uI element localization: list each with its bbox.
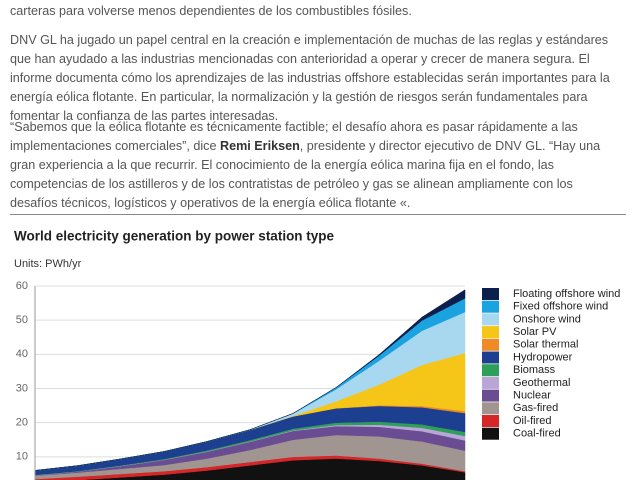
legend-label: Gas-fired	[513, 402, 558, 414]
legend-label: Biomass	[513, 364, 556, 376]
legend-label: Fixed offshore wind	[513, 301, 608, 313]
legend-swatch	[482, 288, 499, 300]
bold-name: Remi Eriksen	[219, 139, 300, 153]
legend-label: Coal-fired	[513, 428, 561, 440]
divider	[10, 214, 626, 215]
legend-label: Solar thermal	[513, 339, 578, 351]
legend-swatch	[482, 313, 499, 326]
legend-label: Onshore wind	[513, 313, 581, 325]
y-tick-label: 50	[16, 314, 28, 326]
legend-label: Oil-fired	[513, 415, 552, 427]
legend-swatch	[482, 326, 499, 339]
legend-swatch	[482, 338, 499, 351]
y-tick-label: 30	[16, 382, 28, 394]
y-tick-label: 60	[16, 280, 28, 292]
chart: World electricity generation by power st…	[14, 229, 620, 480]
legend-swatch	[482, 351, 499, 364]
paragraph: carteras para volverse menos dependiente…	[10, 4, 412, 18]
legend-swatch	[482, 300, 499, 313]
legend-label: Nuclear	[513, 390, 551, 402]
y-tick-label: 20	[16, 417, 28, 429]
paragraph: DNV GL ha jugado un papel central en la …	[10, 33, 610, 123]
text: “Sabemos que la eólica flotante es técni…	[10, 120, 578, 153]
paragraph: “Sabemos que la eólica flotante es técni…	[10, 118, 622, 213]
legend-swatch	[482, 389, 499, 402]
legend-label: Floating offshore wind	[513, 288, 620, 300]
units-label: Units: PWh/yr	[14, 258, 82, 270]
y-tick-label: 10	[16, 451, 28, 463]
text: , presidente y director ejecutivo de DNV…	[10, 139, 601, 210]
legend-label: Solar PV	[513, 326, 557, 338]
legend-swatch	[482, 402, 499, 415]
y-tick-label: 40	[16, 348, 28, 360]
legend-swatch	[482, 364, 499, 377]
legend-swatch	[482, 376, 499, 389]
legend-swatch	[482, 427, 499, 440]
legend-label: Geothermal	[513, 377, 570, 389]
chart-title: World electricity generation by power st…	[14, 229, 335, 244]
legend-label: Hydropower	[513, 351, 573, 363]
area	[34, 289, 466, 471]
legend-swatch	[482, 415, 499, 427]
